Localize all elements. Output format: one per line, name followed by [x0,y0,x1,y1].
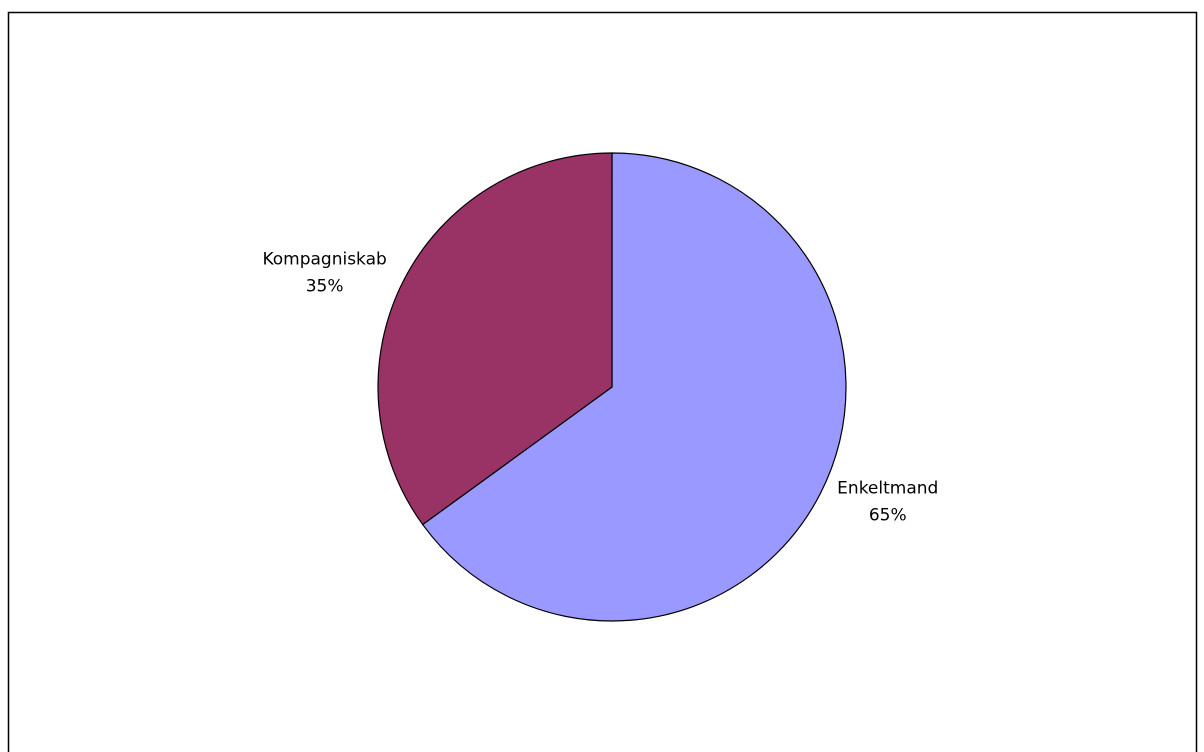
slice-value-label: 35% [306,276,344,296]
slice-value-label: 65% [869,506,907,526]
pie-slice [421,152,847,622]
pie-slice [377,152,613,526]
slice-label: Enkeltmand [837,479,938,499]
slice-label: Kompagniskab [262,249,386,269]
